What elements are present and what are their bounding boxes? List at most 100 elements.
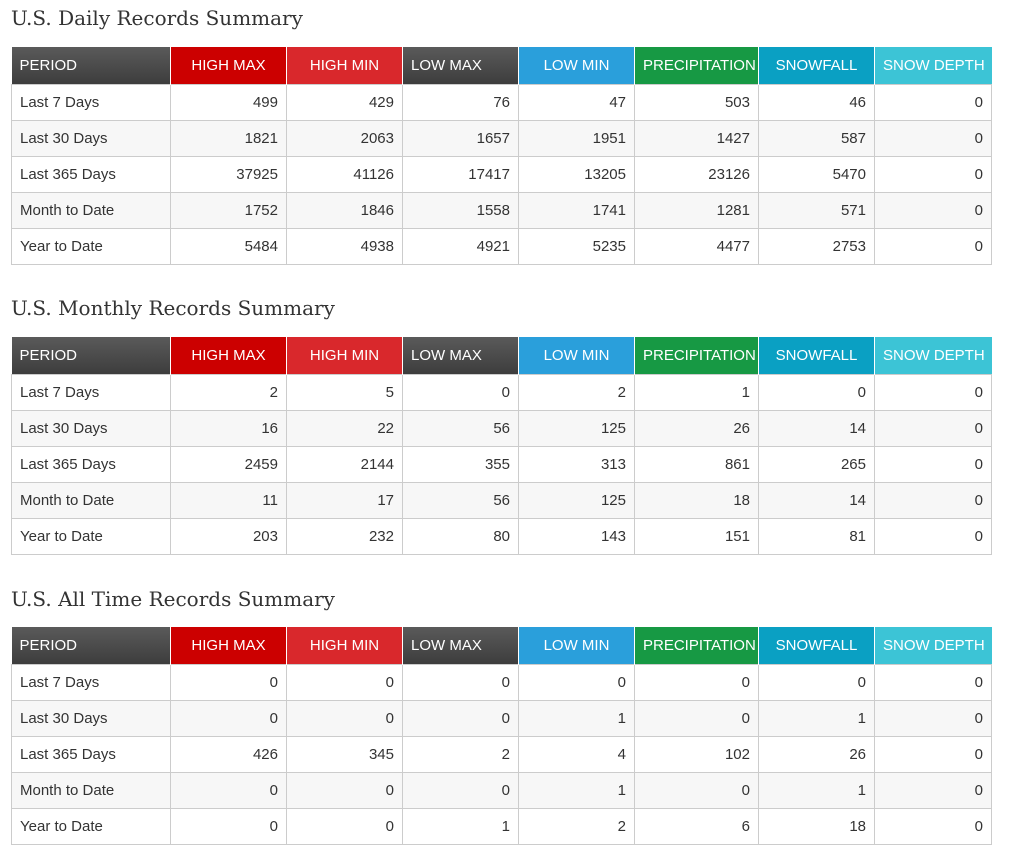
low-max-cell[interactable]: 2 bbox=[402, 735, 519, 773]
high-min-cell[interactable]: 5 bbox=[286, 373, 403, 411]
high-max-cell[interactable]: 499 bbox=[170, 83, 287, 121]
low-min-cell[interactable]: 143 bbox=[518, 517, 635, 555]
precipitation-cell[interactable]: 26 bbox=[634, 409, 759, 447]
precipitation-cell[interactable]: 4477 bbox=[634, 227, 759, 265]
high-max-cell[interactable]: 5484 bbox=[170, 227, 287, 265]
high-max-cell[interactable]: 37925 bbox=[170, 155, 287, 193]
header-low-min[interactable]: LOW MIN bbox=[518, 627, 635, 664]
low-max-cell[interactable]: 80 bbox=[402, 517, 519, 555]
low-max-cell[interactable]: 56 bbox=[402, 481, 519, 519]
high-min-cell[interactable]: 232 bbox=[286, 517, 403, 555]
low-max-cell[interactable]: 1657 bbox=[402, 119, 519, 157]
low-max-cell[interactable]: 4921 bbox=[402, 227, 519, 265]
high-min-cell[interactable]: 2063 bbox=[286, 119, 403, 157]
precipitation-cell[interactable]: 18 bbox=[634, 481, 759, 519]
snowfall-cell[interactable]: 1 bbox=[758, 699, 875, 737]
high-min-cell[interactable]: 22 bbox=[286, 409, 403, 447]
period-cell[interactable]: Last 7 Days bbox=[11, 373, 171, 411]
high-min-cell[interactable]: 429 bbox=[286, 83, 403, 121]
precipitation-cell[interactable]: 102 bbox=[634, 735, 759, 773]
high-max-cell[interactable]: 2459 bbox=[170, 445, 287, 483]
high-min-cell[interactable]: 41126 bbox=[286, 155, 403, 193]
header-precipitation[interactable]: PRECIPITATION bbox=[634, 337, 759, 374]
high-min-cell[interactable]: 1846 bbox=[286, 191, 403, 229]
precipitation-cell[interactable]: 1281 bbox=[634, 191, 759, 229]
low-min-cell[interactable]: 1 bbox=[518, 699, 635, 737]
header-snow-depth[interactable]: SNOW DEPTH bbox=[874, 627, 992, 664]
snowfall-cell[interactable]: 2753 bbox=[758, 227, 875, 265]
high-min-cell[interactable]: 2144 bbox=[286, 445, 403, 483]
low-min-cell[interactable]: 1951 bbox=[518, 119, 635, 157]
snowfall-cell[interactable]: 265 bbox=[758, 445, 875, 483]
high-max-cell[interactable]: 11 bbox=[170, 481, 287, 519]
header-low-min[interactable]: LOW MIN bbox=[518, 47, 635, 84]
high-min-cell[interactable]: 4938 bbox=[286, 227, 403, 265]
header-low-max[interactable]: LOW MAX bbox=[402, 627, 519, 664]
low-max-cell[interactable]: 1558 bbox=[402, 191, 519, 229]
snowfall-cell[interactable]: 5470 bbox=[758, 155, 875, 193]
low-min-cell[interactable]: 5235 bbox=[518, 227, 635, 265]
header-period[interactable]: PERIOD bbox=[11, 47, 171, 84]
period-cell[interactable]: Last 7 Days bbox=[11, 83, 171, 121]
header-snow-depth[interactable]: SNOW DEPTH bbox=[874, 47, 992, 84]
precipitation-cell[interactable]: 151 bbox=[634, 517, 759, 555]
high-max-cell[interactable]: 16 bbox=[170, 409, 287, 447]
header-low-min[interactable]: LOW MIN bbox=[518, 337, 635, 374]
precipitation-cell[interactable]: 6 bbox=[634, 807, 759, 845]
low-min-cell[interactable]: 2 bbox=[518, 807, 635, 845]
header-precipitation[interactable]: PRECIPITATION bbox=[634, 47, 759, 84]
high-max-cell[interactable]: 1752 bbox=[170, 191, 287, 229]
low-min-cell[interactable]: 47 bbox=[518, 83, 635, 121]
header-period[interactable]: PERIOD bbox=[11, 627, 171, 664]
header-high-max[interactable]: HIGH MAX bbox=[170, 47, 287, 84]
period-cell[interactable]: Last 30 Days bbox=[11, 409, 171, 447]
low-max-cell[interactable]: 1 bbox=[402, 807, 519, 845]
high-min-cell[interactable]: 17 bbox=[286, 481, 403, 519]
snowfall-cell[interactable]: 571 bbox=[758, 191, 875, 229]
precipitation-cell[interactable]: 1 bbox=[634, 373, 759, 411]
low-min-cell[interactable]: 313 bbox=[518, 445, 635, 483]
header-precipitation[interactable]: PRECIPITATION bbox=[634, 627, 759, 664]
snowfall-cell[interactable]: 81 bbox=[758, 517, 875, 555]
low-min-cell[interactable]: 4 bbox=[518, 735, 635, 773]
header-high-max[interactable]: HIGH MAX bbox=[170, 337, 287, 374]
header-low-max[interactable]: LOW MAX bbox=[402, 337, 519, 374]
header-snowfall[interactable]: SNOWFALL bbox=[758, 47, 875, 84]
header-period[interactable]: PERIOD bbox=[11, 337, 171, 374]
precipitation-cell[interactable]: 1427 bbox=[634, 119, 759, 157]
period-cell[interactable]: Last 365 Days bbox=[11, 445, 171, 483]
high-max-cell[interactable]: 203 bbox=[170, 517, 287, 555]
low-max-cell[interactable]: 355 bbox=[402, 445, 519, 483]
snowfall-cell[interactable]: 14 bbox=[758, 481, 875, 519]
header-high-min[interactable]: HIGH MIN bbox=[286, 47, 403, 84]
low-min-cell[interactable]: 2 bbox=[518, 373, 635, 411]
low-min-cell[interactable]: 1 bbox=[518, 771, 635, 809]
precipitation-cell[interactable]: 503 bbox=[634, 83, 759, 121]
precipitation-cell[interactable]: 23126 bbox=[634, 155, 759, 193]
period-cell[interactable]: Last 30 Days bbox=[11, 119, 171, 157]
snowfall-cell[interactable]: 1 bbox=[758, 771, 875, 809]
period-cell[interactable]: Last 365 Days bbox=[11, 735, 171, 773]
header-low-max[interactable]: LOW MAX bbox=[402, 47, 519, 84]
header-high-min[interactable]: HIGH MIN bbox=[286, 337, 403, 374]
header-snowfall[interactable]: SNOWFALL bbox=[758, 627, 875, 664]
snowfall-cell[interactable]: 26 bbox=[758, 735, 875, 773]
period-cell[interactable]: Month to Date bbox=[11, 191, 171, 229]
high-max-cell[interactable]: 426 bbox=[170, 735, 287, 773]
header-high-max[interactable]: HIGH MAX bbox=[170, 627, 287, 664]
high-max-cell[interactable]: 1821 bbox=[170, 119, 287, 157]
low-min-cell[interactable]: 13205 bbox=[518, 155, 635, 193]
high-min-cell[interactable]: 345 bbox=[286, 735, 403, 773]
snowfall-cell[interactable]: 18 bbox=[758, 807, 875, 845]
low-max-cell[interactable]: 17417 bbox=[402, 155, 519, 193]
snowfall-cell[interactable]: 46 bbox=[758, 83, 875, 121]
header-snow-depth[interactable]: SNOW DEPTH bbox=[874, 337, 992, 374]
low-min-cell[interactable]: 125 bbox=[518, 481, 635, 519]
period-cell[interactable]: Last 365 Days bbox=[11, 155, 171, 193]
header-high-min[interactable]: HIGH MIN bbox=[286, 627, 403, 664]
period-cell[interactable]: Last 30 Days bbox=[11, 699, 171, 737]
header-snowfall[interactable]: SNOWFALL bbox=[758, 337, 875, 374]
low-min-cell[interactable]: 1741 bbox=[518, 191, 635, 229]
snowfall-cell[interactable]: 587 bbox=[758, 119, 875, 157]
period-cell[interactable]: Year to Date bbox=[11, 227, 171, 265]
